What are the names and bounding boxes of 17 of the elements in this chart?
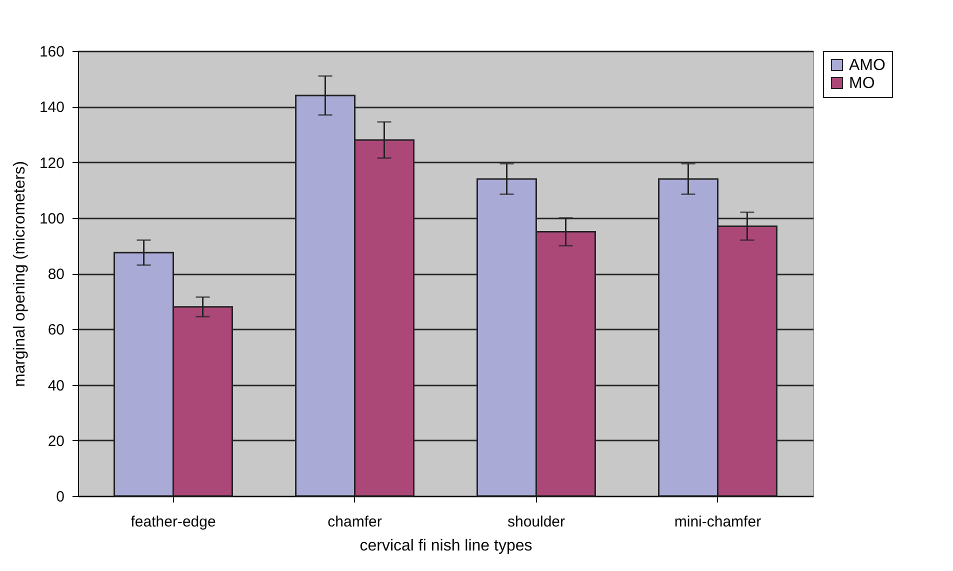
x-tick-label: feather-edge (130, 514, 216, 530)
legend-label: AMO (849, 57, 886, 74)
legend-label: MO (849, 75, 875, 92)
x-tick-label: shoulder (507, 514, 566, 530)
x-tick-label: mini-chamfer (674, 514, 762, 530)
y-tick-label: 40 (48, 377, 64, 394)
y-tick-label: 140 (39, 99, 64, 116)
y-axis-title: marginal opening (micrometers) (11, 161, 28, 387)
y-tick-label: 20 (48, 432, 64, 450)
y-tick-label: 60 (48, 322, 64, 339)
y-tick-label: 80 (48, 266, 64, 283)
y-tick-label: 0 (56, 488, 64, 506)
x-axis-title: cervical fi nish line types (360, 538, 532, 554)
y-tick-label: 100 (39, 210, 64, 228)
x-tick-label: chamfer (328, 514, 382, 530)
y-tick-label: 120 (39, 154, 64, 172)
y-tick-label: 160 (39, 44, 64, 60)
